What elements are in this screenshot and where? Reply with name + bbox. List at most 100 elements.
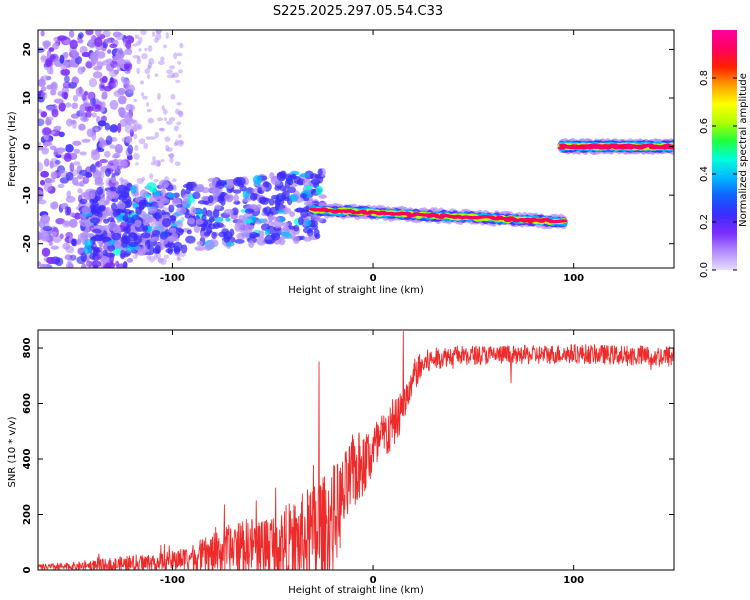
spectrogram-cluster-blob [111, 232, 122, 241]
spectrogram-cluster-blob [289, 211, 296, 217]
spectrogram-cluster-blob [216, 181, 227, 187]
spectrogram-scatter-blob [69, 212, 76, 217]
spectrogram-cluster-blob [149, 188, 157, 193]
spectrogram-cluster-blob [134, 219, 142, 228]
spectrogram-scatter-blob [78, 123, 86, 131]
spectrogram-cluster-blob [89, 252, 96, 260]
spectrogram-scatter-blob [109, 69, 118, 78]
spectrogram-scatter-blob [178, 134, 182, 139]
spectrogram-scatter-blob [146, 255, 152, 261]
spectrogram-cluster-blob [141, 202, 153, 207]
spectrogram-scatter-blob [65, 102, 72, 108]
spectrogram-cluster-blob [302, 227, 313, 234]
spectrogram-cluster-blob [279, 185, 287, 192]
spectrogram-cluster-blob [205, 209, 213, 217]
spectrogram-cluster-blob [311, 224, 319, 231]
spectrogram-cluster-blob [278, 237, 286, 246]
spectrogram-cluster-blob [81, 205, 92, 215]
spectrogram-cluster-blob [190, 206, 197, 217]
spectrogram-cluster-blob [201, 195, 210, 201]
spectrogram-cluster-blob [89, 217, 101, 224]
spectrogram-scatter-blob [112, 158, 119, 165]
spectrogram-scatter-blob [163, 44, 167, 49]
spectrogram-scatter-blob [81, 263, 87, 268]
snr-y-tick-label: 400 [22, 449, 33, 470]
spectrogram-scatter-blob [110, 60, 118, 68]
spectrogram-scatter-blob [61, 91, 69, 100]
spectrogram-scatter-blob [163, 117, 168, 121]
spectrogram-scatter-blob [53, 98, 64, 104]
spectrogram-scatter-blob [101, 60, 109, 66]
spectrogram-scatter-blob [161, 105, 165, 111]
spectrogram-cluster-blob [196, 240, 204, 247]
spectrogram-scatter-blob [138, 48, 142, 52]
spectrogram-cluster-blob [102, 249, 108, 256]
spectrogram-scatter-blob [65, 171, 74, 181]
spectrogram-scatter-blob [50, 245, 60, 250]
spectrogram-cluster-blob [244, 208, 255, 214]
spectrogram-scatter-blob [62, 61, 70, 67]
spectrogram-scatter-blob [157, 92, 161, 100]
spectrogram-scatter-blob [146, 102, 150, 107]
spectrogram-scatter-blob [109, 78, 118, 84]
spectrogram-scatter-blob [176, 253, 181, 260]
spectrogram-scatter-blob [40, 75, 50, 81]
spectrogram-scatter-blob [71, 238, 77, 247]
spectrogram-scatter-blob [60, 68, 71, 76]
spectrogram-cluster-blob [242, 190, 250, 200]
spectrogram-scatter-blob [49, 201, 59, 210]
spectrogram-cluster-blob [113, 241, 121, 249]
spectrogram-scatter-blob [93, 37, 103, 48]
colorbar-tick-label: 0.2 [699, 214, 710, 230]
spectrogram-scatter-blob [109, 43, 118, 49]
spectrogram-cluster-blob [212, 221, 221, 230]
spectrogram-scatter-blob [58, 102, 66, 112]
spectrogram-scatter-blob [45, 178, 56, 184]
snr-series-line [38, 330, 674, 570]
spectrogram-scatter-blob [81, 52, 91, 58]
spectrogram-cluster-blob [257, 186, 263, 194]
spectrogram-cluster-blob [92, 228, 102, 234]
spectrogram-scatter-blob [179, 42, 184, 49]
spectrogram-cluster-blob [169, 227, 177, 234]
spectrogram-scatter-blob [166, 69, 173, 74]
spectrogram-cluster-blob [223, 208, 234, 215]
spectrogram-scatter-blob [104, 167, 112, 177]
spectrogram-cluster-blob [117, 184, 128, 194]
spectrogram-scatter-blob [63, 153, 72, 162]
spectrogram-scatter-blob [111, 177, 117, 183]
spectrogram-scatter-blob [164, 136, 171, 142]
spectrogram-cluster-blob [203, 231, 211, 237]
colorbar: 0.0 0.2 0.4 0.6 0.8 Normalized spectral ampl… [699, 30, 749, 278]
spectrogram-cluster-blob [248, 240, 255, 249]
spectrogram-cluster-blob [130, 185, 137, 194]
spectrogram-scatter-blob [173, 125, 179, 132]
spectrogram-scatter-blob [41, 247, 51, 257]
spectrogram-scatter-blob [92, 264, 99, 268]
spectrogram-scatter-blob [160, 56, 165, 62]
spectrogram-scatter-blob [79, 111, 84, 122]
spectrogram-scatter-blob [164, 254, 169, 259]
spectrogram-cluster-blob [144, 214, 151, 222]
spectrogram-scatter-blob [85, 172, 93, 178]
spectrogram-scatter-blob [167, 153, 175, 158]
spectrogram-scatter-blob [124, 123, 134, 134]
spectrogram-cluster-blob [249, 234, 257, 239]
spectrogram-x-tick-label: 0 [370, 273, 377, 284]
spectrogram-scatter-blob [57, 35, 68, 41]
spectrogram-cluster-blob [180, 244, 188, 254]
spectrogram-scatter-blob [38, 162, 44, 172]
spectrogram-scatter-blob [176, 121, 182, 126]
spectrogram-cluster-blob [115, 208, 123, 214]
spectrogram-scatter-blob [77, 39, 84, 44]
spectrogram-scatter-blob [155, 33, 162, 41]
spectrogram-scatter-blob [120, 111, 130, 119]
spectrogram-scatter-blob [103, 263, 112, 268]
spectrogram-scatter-blob [78, 32, 84, 39]
spectrogram-cluster-blob [79, 198, 88, 205]
spectrogram-cluster-blob [160, 188, 166, 198]
spectrogram-cluster-blob [120, 241, 128, 248]
spectrogram-scatter-blob [109, 144, 116, 149]
spectrogram-cluster-blob [93, 209, 100, 217]
